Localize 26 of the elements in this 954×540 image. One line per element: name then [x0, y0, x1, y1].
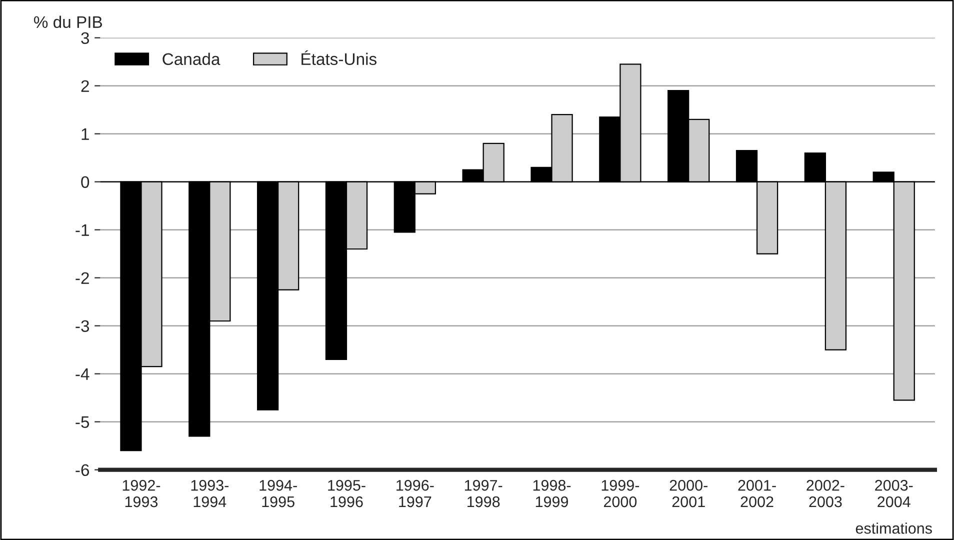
x-tick-label: 1992- 1993 — [122, 480, 160, 508]
y-tick-label: 3 — [81, 32, 90, 44]
x-tick-label: 2000- 2001 — [670, 480, 708, 508]
y-axis-title: % du PIB — [34, 16, 102, 28]
y-tick-label: 0 — [81, 176, 90, 188]
y-tick-label: -2 — [76, 272, 89, 284]
x-tick-label: 2002- 2003 — [806, 480, 844, 508]
legend-label: Canada — [162, 52, 220, 66]
y-tick-label: -1 — [76, 224, 89, 236]
x-tick-label: 1997- 1998 — [464, 480, 502, 508]
y-tick-label: -4 — [76, 368, 90, 380]
y-tick-label: 1 — [82, 128, 89, 140]
x-tick-label: 1996- 1997 — [396, 480, 434, 508]
x-tick-label: 1995- 1996 — [328, 480, 366, 508]
y-tick-label: -3 — [76, 320, 90, 332]
y-tick-label: -5 — [76, 416, 90, 428]
text: estimations — [856, 522, 932, 534]
y-tick-label: 2 — [81, 80, 89, 92]
x-tick-label: 1999- 2000 — [602, 480, 640, 508]
x-tick-label: 1994- 1995 — [260, 480, 297, 508]
x-tick-label: 2001- 2002 — [738, 480, 776, 508]
x-tick-label: 2003- 2004 — [875, 480, 913, 508]
y-tick-label: -6 — [76, 464, 90, 476]
legend-label: États-Unis — [302, 50, 376, 66]
x-tick-label: 1993- 1994 — [191, 480, 229, 508]
x-tick-label: 1998- 1999 — [533, 480, 571, 508]
